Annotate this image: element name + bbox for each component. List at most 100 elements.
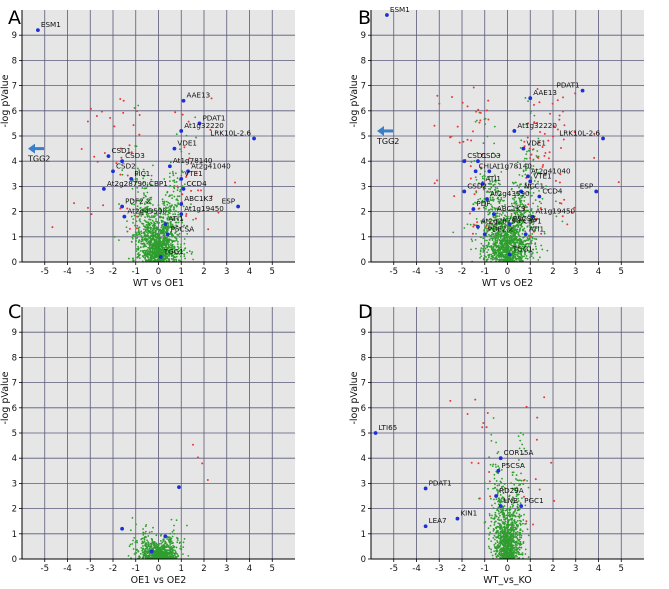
y-tick-label: 5	[361, 132, 366, 142]
point-nonsignificant	[149, 216, 151, 219]
point-nonsignificant	[143, 192, 145, 195]
point-nonsignificant	[511, 556, 514, 559]
highlighted-gene-marker	[172, 146, 177, 151]
point-nonsignificant	[491, 554, 494, 557]
point-nonsignificant	[136, 210, 138, 213]
point-nonsignificant	[501, 530, 504, 533]
point-nonsignificant	[179, 541, 181, 544]
point-nonsignificant	[503, 238, 505, 240]
y-tick-label: 0	[12, 555, 17, 565]
point-nonsignificant	[155, 253, 158, 256]
point-nonsignificant	[493, 241, 495, 243]
point-nonsignificant	[535, 238, 538, 241]
point-nonsignificant	[151, 219, 154, 222]
point-nonsignificant	[502, 254, 505, 257]
x-tick-label: 5	[270, 564, 275, 574]
point-nonsignificant	[497, 534, 500, 537]
point-nonsignificant	[131, 517, 134, 519]
gene-label: CHL	[479, 161, 493, 170]
point-nonsignificant	[183, 183, 186, 186]
point-significant	[551, 102, 554, 105]
x-axis-label: WT vs OE1	[133, 278, 184, 289]
point-significant	[181, 193, 184, 196]
point-nonsignificant	[492, 417, 495, 419]
point-nonsignificant	[158, 216, 161, 219]
point-significant	[469, 177, 472, 180]
point-significant	[194, 217, 197, 220]
point-nonsignificant	[142, 181, 145, 184]
point-nonsignificant	[508, 507, 511, 510]
point-nonsignificant	[132, 218, 135, 221]
point-nonsignificant	[142, 168, 145, 171]
point-nonsignificant	[143, 536, 146, 539]
x-tick-label: 4	[247, 267, 252, 277]
point-nonsignificant	[130, 215, 133, 218]
point-significant	[553, 499, 556, 502]
point-nonsignificant	[518, 258, 520, 260]
point-nonsignificant	[504, 532, 507, 534]
point-nonsignificant	[168, 259, 171, 262]
point-nonsignificant	[172, 172, 174, 175]
point-nonsignificant	[168, 185, 171, 188]
point-nonsignificant	[145, 553, 148, 556]
point-nonsignificant	[135, 240, 137, 243]
point-significant	[80, 147, 83, 150]
point-nonsignificant	[483, 482, 486, 485]
point-nonsignificant	[532, 257, 535, 259]
point-nonsignificant	[520, 241, 523, 244]
highlighted-gene-marker	[179, 202, 184, 206]
point-significant	[113, 125, 116, 128]
point-nonsignificant	[162, 544, 164, 547]
gene-label: PDF2.2	[488, 224, 513, 233]
point-nonsignificant	[500, 527, 502, 530]
point-significant	[456, 125, 459, 128]
point-significant	[533, 103, 535, 106]
point-nonsignificant	[172, 240, 175, 242]
point-nonsignificant	[145, 255, 147, 257]
point-nonsignificant	[504, 251, 506, 254]
point-nonsignificant	[512, 536, 515, 539]
point-nonsignificant	[171, 535, 174, 538]
gene-label: VTE1	[533, 171, 551, 180]
point-nonsignificant	[195, 136, 197, 139]
point-nonsignificant	[135, 552, 138, 554]
x-tick-label: 5	[270, 267, 275, 277]
point-nonsignificant	[513, 556, 516, 559]
point-nonsignificant	[499, 480, 502, 483]
x-axis-label: WT vs OE2	[482, 278, 533, 289]
point-nonsignificant	[486, 246, 489, 249]
point-nonsignificant	[529, 192, 532, 194]
point-nonsignificant	[151, 216, 153, 219]
point-nonsignificant	[150, 530, 153, 533]
point-nonsignificant	[473, 159, 476, 162]
point-nonsignificant	[497, 531, 500, 534]
point-nonsignificant	[155, 551, 158, 554]
point-nonsignificant	[162, 546, 165, 549]
point-significant	[488, 480, 491, 483]
point-nonsignificant	[494, 502, 496, 505]
y-tick-label: 1	[361, 233, 366, 243]
point-nonsignificant	[171, 241, 174, 244]
point-nonsignificant	[134, 224, 136, 227]
point-nonsignificant	[515, 231, 518, 234]
point-nonsignificant	[479, 173, 482, 175]
gene-label: At2g43590	[127, 207, 167, 216]
point-significant	[475, 110, 478, 113]
point-nonsignificant	[136, 256, 139, 259]
point-nonsignificant	[495, 234, 498, 237]
point-nonsignificant	[166, 538, 169, 540]
point-nonsignificant	[154, 242, 156, 245]
point-nonsignificant	[509, 553, 512, 556]
point-nonsignificant	[169, 542, 171, 544]
point-nonsignificant	[529, 256, 532, 259]
point-nonsignificant	[535, 248, 538, 250]
point-nonsignificant	[541, 197, 544, 200]
point-nonsignificant	[515, 228, 518, 231]
point-nonsignificant	[144, 216, 146, 219]
point-nonsignificant	[490, 183, 493, 185]
gene-label: TGG1	[512, 244, 533, 253]
point-nonsignificant	[137, 229, 140, 231]
point-nonsignificant	[474, 247, 477, 250]
point-nonsignificant	[512, 530, 515, 532]
point-nonsignificant	[173, 184, 176, 187]
